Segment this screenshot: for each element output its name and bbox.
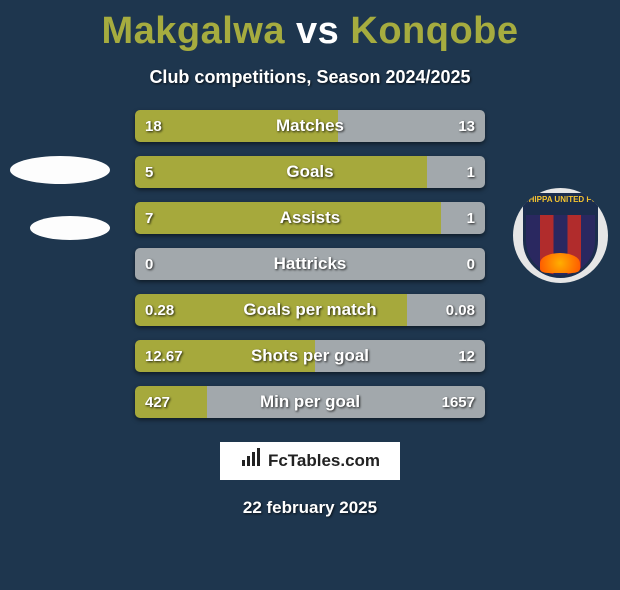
subtitle: Club competitions, Season 2024/2025 xyxy=(0,67,620,88)
stat-value-right: 1657 xyxy=(432,386,485,418)
team-logo-left-2 xyxy=(20,178,120,278)
page-title: Makgalwa vs Konqobe xyxy=(0,10,620,53)
stat-value-right: 1 xyxy=(457,156,485,188)
stat-value-left: 0 xyxy=(135,248,163,280)
stat-row: Min per goal4271657 xyxy=(135,386,485,418)
stat-label: Assists xyxy=(135,202,485,234)
stat-label: Goals xyxy=(135,156,485,188)
stat-value-right: 12 xyxy=(448,340,485,372)
stat-label: Hattricks xyxy=(135,248,485,280)
title-player2: Konqobe xyxy=(350,10,518,52)
title-player1: Makgalwa xyxy=(101,10,285,52)
crest-text: CHIPPA UNITED FC xyxy=(523,193,598,215)
crest-icon: CHIPPA UNITED FC xyxy=(513,188,608,283)
stat-row: Assists7 1 xyxy=(135,202,485,234)
stat-value-right: 0.08 xyxy=(436,294,485,326)
stat-value-left: 0.28 xyxy=(135,294,184,326)
stat-value-right: 1 xyxy=(457,202,485,234)
crest-flame-icon xyxy=(540,253,580,273)
stat-value-right: 13 xyxy=(448,110,485,142)
footer-logo-text: FcTables.com xyxy=(268,451,380,471)
stat-row: Shots per goal12.6712 xyxy=(135,340,485,372)
stat-label: Goals per match xyxy=(135,294,485,326)
team-logo-right: CHIPPA UNITED FC xyxy=(510,185,610,285)
stat-row: Goals5 1 xyxy=(135,156,485,188)
chart-icon xyxy=(240,448,262,474)
comparison-chart: Matches1813Goals51Assists71Hattricks00Go… xyxy=(135,110,485,418)
stat-row: Goals per match0.28 0.08 xyxy=(135,294,485,326)
stat-value-left: 12.67 xyxy=(135,340,193,372)
stat-value-left: 7 xyxy=(135,202,163,234)
stat-value-right: 0 xyxy=(457,248,485,280)
footer-date: 22 february 2025 xyxy=(0,498,620,518)
stat-row: Matches18 13 xyxy=(135,110,485,142)
stat-row: Hattricks0 0 xyxy=(135,248,485,280)
footer-logo: FcTables.com xyxy=(220,442,400,480)
title-vs: vs xyxy=(296,10,339,52)
stat-value-left: 5 xyxy=(135,156,163,188)
stat-value-left: 18 xyxy=(135,110,172,142)
ellipse-icon xyxy=(30,216,110,240)
stat-label: Matches xyxy=(135,110,485,142)
stat-value-left: 427 xyxy=(135,386,180,418)
